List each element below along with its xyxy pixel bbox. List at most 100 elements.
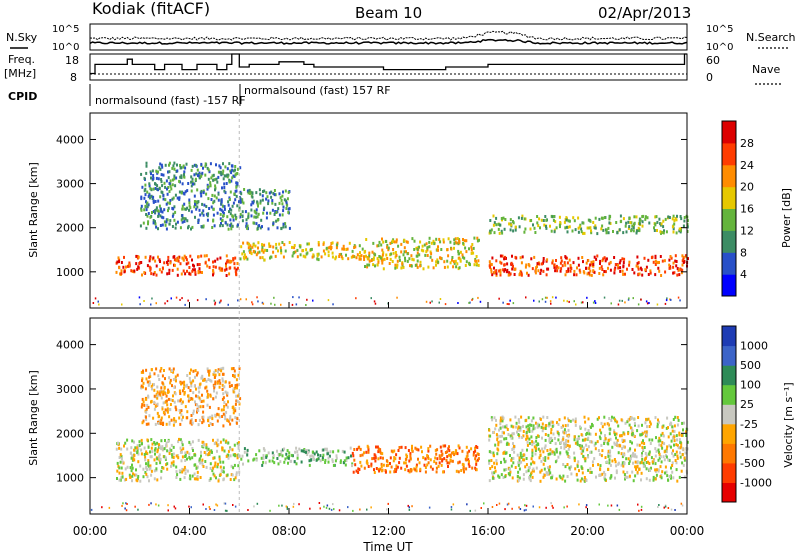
velocity-cell [601,449,604,453]
power-cell [169,261,172,265]
power-cell [560,267,563,271]
power-cell [577,230,580,234]
velocity-cell [239,397,242,401]
power-cell [219,268,222,272]
velocity-cell [555,477,558,481]
velocity-cell [271,451,274,455]
velocity-cell [183,392,186,396]
power-cell [210,198,213,201]
velocity-cell [201,458,204,462]
velocity-cell [641,457,644,461]
power-speckle [291,303,294,306]
velocity-cell [504,425,507,429]
power-cell [231,164,234,168]
power-cell [158,166,161,170]
velocity-cell [327,460,330,464]
power-cell [471,243,474,246]
velocity-cell [442,470,445,474]
power-cell [625,230,628,234]
velocity-speckle [148,503,150,506]
velocity-cell [562,436,565,439]
power-cell [191,225,194,229]
velocity-cell [683,475,686,479]
power-cell [621,269,624,273]
velocity-cell [195,387,197,391]
power-cell [601,216,604,220]
power-cell [229,223,232,227]
power-cell [225,174,227,178]
cpid-label: CPID [8,90,37,103]
power-cell [673,222,676,226]
velocity-cell [567,439,570,443]
velocity-cell [166,407,169,411]
power-speckle [166,300,169,303]
velocity-cell [443,457,446,461]
velocity-cell [326,452,329,456]
velocity-cell [359,454,362,458]
velocity-cell [637,416,640,419]
power-cell [419,260,422,264]
velocity-cell [212,372,215,376]
power-colorbar-swatch [722,208,736,231]
velocity-cell [205,443,208,447]
power-cell [183,192,186,196]
velocity-cell [218,385,221,389]
power-cell [194,270,197,274]
velocity-cell [172,460,175,464]
velocity-cell [591,460,594,464]
velocity-cell [140,405,143,409]
power-cell [414,263,417,267]
velocity-cell [216,465,219,469]
power-cell [504,218,507,221]
power-cell [193,268,196,272]
power-cell [563,220,566,224]
velocity-cell [475,468,478,472]
power-cell [293,246,296,250]
power-cell [165,220,168,224]
power-cell [555,264,558,268]
power-cell [376,257,379,261]
power-cell [236,223,239,227]
power-cell [335,246,338,250]
power-cell [227,227,230,231]
velocity-speckle [525,508,527,511]
velocity-cell [361,453,364,457]
velocity-cell [512,432,515,436]
velocity-cell [514,466,517,469]
velocity-cell [161,374,164,378]
velocity-cell [580,449,583,453]
power-cell [143,196,146,200]
velocity-cell [466,451,469,455]
velocity-cell [214,413,217,417]
velocity-cell [116,469,119,473]
velocity-cell [641,445,644,449]
velocity-cell [535,436,538,439]
power-cell [200,254,203,258]
time-axis: 00:00 04:00 08:00 12:00 16:00 20:00 00:00 [73,113,704,538]
velocity-cell [646,425,648,429]
time-tick-label: 20:00 [570,524,605,538]
power-echo-region [239,188,291,231]
velocity-cell [579,446,582,450]
power-cell [302,249,305,252]
power-cell [149,255,152,259]
velocity-cell [149,372,151,376]
velocity-cell [418,461,421,465]
power-cell [503,269,506,273]
power-cell [450,247,453,251]
velocity-speckle [566,505,568,508]
velocity-cell [441,459,444,463]
power-cell [281,213,284,217]
velocity-cell [563,446,566,450]
velocity-cell [171,384,173,388]
power-cell [120,269,123,273]
velocity-cell [335,456,338,460]
velocity-cell [548,437,551,441]
velocity-cell [137,460,140,464]
power-speckle [355,297,357,300]
power-speckle [640,298,642,301]
velocity-cell [550,431,553,435]
power-cell [671,225,674,229]
power-cell [322,249,325,253]
velocity-cell [662,455,665,459]
